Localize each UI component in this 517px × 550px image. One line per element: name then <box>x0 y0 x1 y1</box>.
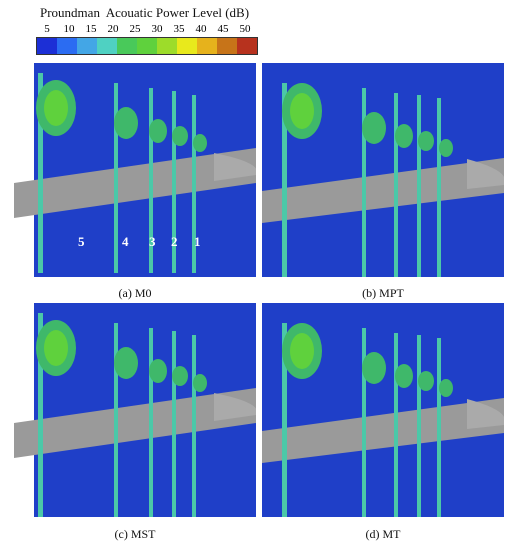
blade-label-5: 5 <box>78 234 85 249</box>
flow-visualization <box>262 63 504 277</box>
legend-tick: 20 <box>107 23 119 35</box>
legend-tick: 15 <box>85 23 97 35</box>
legend-tick: 45 <box>217 23 229 35</box>
caption-mt: (d) MT <box>365 527 401 541</box>
legend-tick: 50 <box>239 23 251 35</box>
panel-mpt <box>262 63 504 277</box>
legend-color-swatch <box>197 38 217 54</box>
panel-mst <box>14 303 256 517</box>
blade-label-4: 4 <box>122 234 129 249</box>
legend-colorbar <box>36 37 258 55</box>
legend-color-swatch <box>117 38 137 54</box>
legend-tick: 30 <box>151 23 163 35</box>
blade-label-3: 3 <box>149 234 156 249</box>
legend-color-swatch <box>177 38 197 54</box>
legend-color-swatch <box>77 38 97 54</box>
legend-tick: 5 <box>44 23 50 35</box>
flow-visualization <box>262 303 504 517</box>
flow-visualization <box>14 63 256 277</box>
blade-label-1: 1 <box>194 234 201 249</box>
legend-color-swatch <box>57 38 77 54</box>
flow-visualization <box>14 303 256 517</box>
legend-color-swatch <box>157 38 177 54</box>
caption-m0: (a) M0 <box>118 286 152 300</box>
legend-color-swatch <box>37 38 57 54</box>
legend-color-swatch <box>137 38 157 54</box>
caption-mpt: (b) MPT <box>362 286 404 300</box>
legend-tick: 10 <box>63 23 75 35</box>
panel-mt <box>262 303 504 517</box>
legend-tick: 25 <box>129 23 141 35</box>
legend-color-swatch <box>97 38 117 54</box>
legend-tick: 40 <box>195 23 207 35</box>
blade-label-2: 2 <box>171 234 178 249</box>
legend-tick: 35 <box>173 23 185 35</box>
panel-m0 <box>14 63 256 277</box>
legend-title: Proundman Acouatic Power Level (dB) <box>40 5 250 20</box>
legend-color-swatch <box>237 38 257 54</box>
caption-mst: (c) MST <box>114 527 156 541</box>
legend-ticks: 5 10 15 20 25 30 35 40 45 50 <box>36 23 256 37</box>
legend-color-swatch <box>217 38 237 54</box>
